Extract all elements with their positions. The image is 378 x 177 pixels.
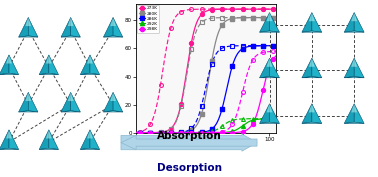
Polygon shape: [39, 130, 49, 149]
Polygon shape: [87, 130, 93, 138]
Polygon shape: [113, 92, 123, 112]
Polygon shape: [49, 130, 59, 149]
Polygon shape: [61, 18, 71, 37]
Polygon shape: [260, 31, 279, 32]
Polygon shape: [270, 104, 279, 123]
Polygon shape: [354, 104, 364, 123]
Polygon shape: [302, 122, 322, 123]
Polygon shape: [61, 36, 80, 37]
Polygon shape: [104, 36, 123, 37]
FancyArrow shape: [121, 135, 257, 150]
Polygon shape: [110, 18, 116, 26]
Polygon shape: [110, 92, 116, 101]
Polygon shape: [80, 55, 90, 75]
Polygon shape: [19, 92, 28, 112]
Polygon shape: [354, 13, 364, 32]
Polygon shape: [260, 58, 270, 78]
Polygon shape: [6, 130, 12, 138]
Polygon shape: [0, 55, 9, 75]
Polygon shape: [344, 76, 364, 78]
Polygon shape: [39, 148, 59, 149]
Polygon shape: [312, 58, 322, 78]
Polygon shape: [302, 13, 312, 32]
Polygon shape: [309, 58, 315, 67]
Polygon shape: [68, 18, 74, 26]
Polygon shape: [351, 58, 357, 67]
Polygon shape: [270, 13, 279, 32]
Polygon shape: [19, 18, 28, 37]
Polygon shape: [113, 18, 123, 37]
Legend: 273K, 280K, 286K, 292K, 298K: 273K, 280K, 286K, 292K, 298K: [138, 5, 159, 33]
Polygon shape: [19, 36, 38, 37]
Polygon shape: [71, 92, 80, 112]
Polygon shape: [0, 148, 19, 149]
Polygon shape: [80, 130, 90, 149]
Polygon shape: [260, 13, 270, 32]
Polygon shape: [104, 111, 123, 112]
Polygon shape: [0, 73, 19, 75]
Polygon shape: [80, 73, 99, 75]
Polygon shape: [90, 130, 99, 149]
Polygon shape: [104, 92, 113, 112]
Polygon shape: [266, 13, 273, 21]
Polygon shape: [28, 18, 38, 37]
Polygon shape: [312, 104, 322, 123]
Text: Absorption: Absorption: [156, 131, 222, 141]
Polygon shape: [25, 18, 31, 26]
Polygon shape: [104, 18, 113, 37]
Polygon shape: [302, 76, 322, 78]
Polygon shape: [90, 55, 99, 75]
Polygon shape: [309, 13, 315, 21]
Polygon shape: [344, 122, 364, 123]
Polygon shape: [19, 111, 38, 112]
Polygon shape: [6, 55, 12, 64]
Polygon shape: [25, 92, 31, 101]
Polygon shape: [28, 92, 38, 112]
Polygon shape: [302, 104, 312, 123]
Polygon shape: [46, 55, 52, 64]
Polygon shape: [302, 31, 322, 32]
Polygon shape: [266, 104, 273, 112]
Polygon shape: [270, 58, 279, 78]
Polygon shape: [344, 31, 364, 32]
Polygon shape: [61, 111, 80, 112]
Polygon shape: [260, 76, 279, 78]
Polygon shape: [351, 104, 357, 112]
FancyArrow shape: [121, 134, 257, 151]
Polygon shape: [344, 13, 354, 32]
Polygon shape: [80, 148, 99, 149]
Text: Desorption: Desorption: [156, 163, 222, 173]
Polygon shape: [351, 13, 357, 21]
Polygon shape: [309, 104, 315, 112]
Polygon shape: [39, 55, 49, 75]
Polygon shape: [9, 55, 19, 75]
Polygon shape: [302, 58, 312, 78]
Polygon shape: [354, 58, 364, 78]
Polygon shape: [49, 55, 59, 75]
Polygon shape: [61, 92, 71, 112]
Polygon shape: [87, 55, 93, 64]
Polygon shape: [260, 122, 279, 123]
Polygon shape: [260, 104, 270, 123]
Polygon shape: [0, 130, 9, 149]
Polygon shape: [344, 58, 354, 78]
Polygon shape: [46, 130, 52, 138]
Polygon shape: [312, 13, 322, 32]
Polygon shape: [39, 73, 59, 75]
Polygon shape: [68, 92, 74, 101]
Polygon shape: [71, 18, 80, 37]
Polygon shape: [266, 58, 273, 67]
Polygon shape: [344, 104, 354, 123]
Polygon shape: [9, 130, 19, 149]
